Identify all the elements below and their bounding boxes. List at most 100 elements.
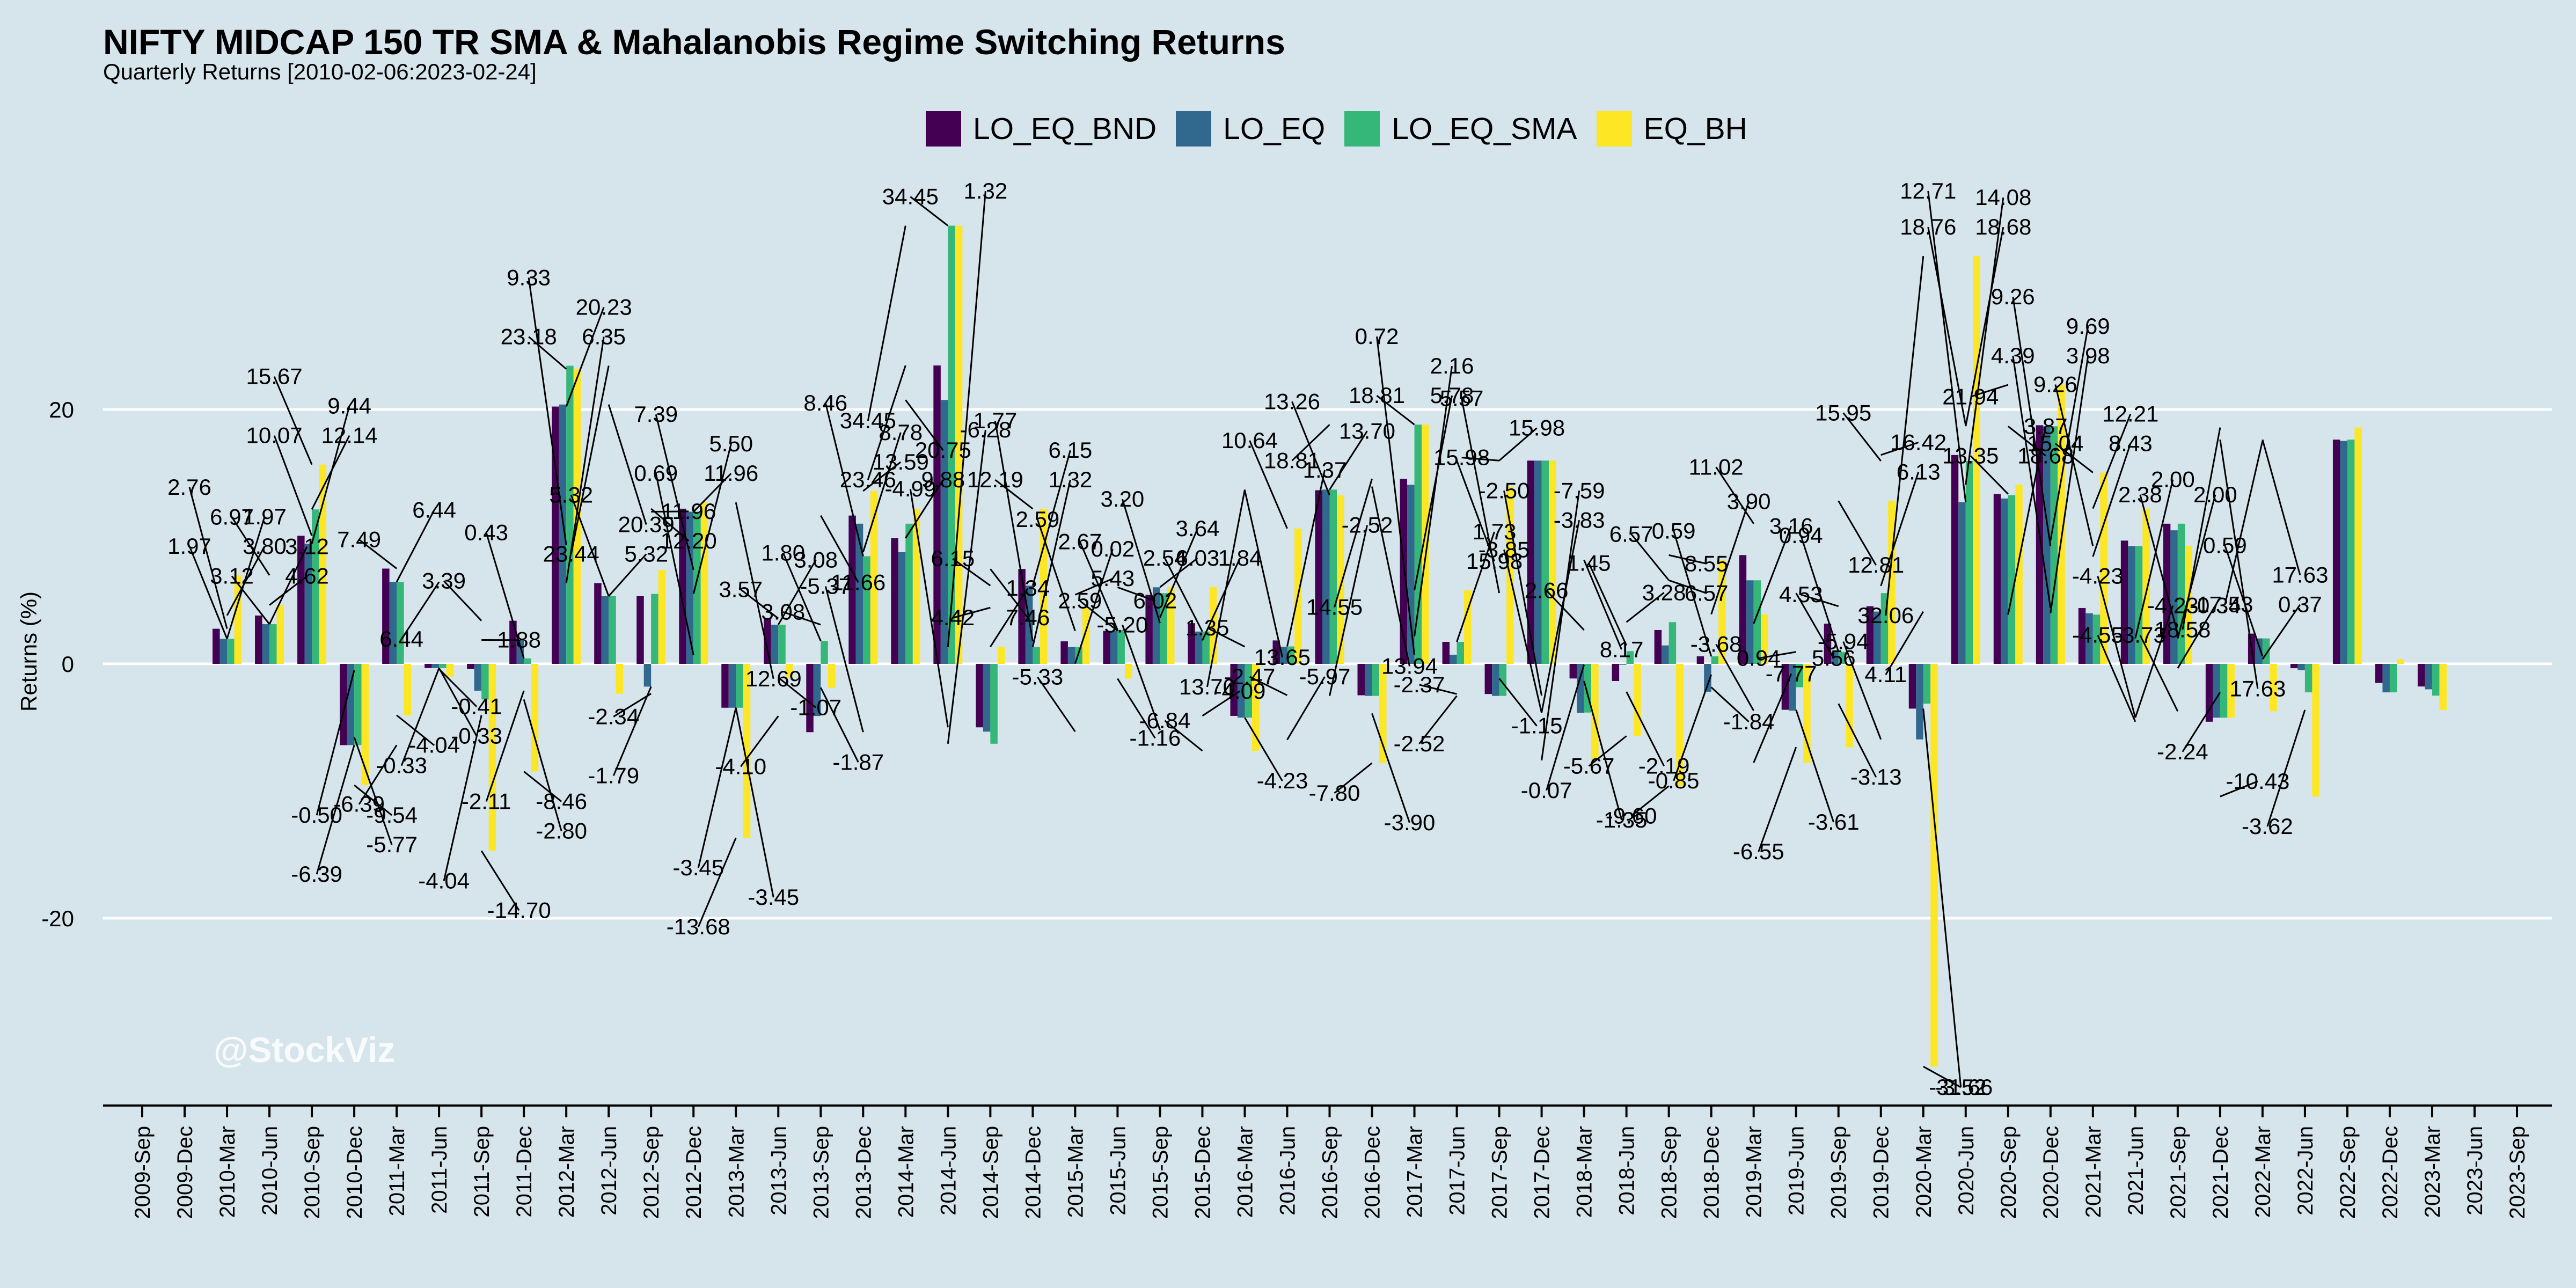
- x-tick-label: 2013-Dec: [852, 1126, 875, 1219]
- label-leader: [1121, 499, 1161, 624]
- bar: [771, 625, 779, 664]
- bar: [1831, 652, 1839, 664]
- bar: [1577, 664, 1584, 713]
- label-leader: [1414, 395, 1453, 591]
- label-leader: [485, 532, 525, 659]
- bar: [821, 641, 828, 664]
- bar: [1993, 494, 2001, 664]
- label-leader: [2007, 426, 2046, 457]
- bar: [269, 624, 277, 664]
- label-leader: [2050, 355, 2089, 613]
- label-leader: [777, 559, 817, 625]
- label-leader: [1758, 651, 1796, 660]
- bar: [474, 664, 482, 691]
- label-leader: [693, 473, 732, 513]
- label-leader: [1079, 600, 1118, 632]
- bar: [276, 605, 284, 664]
- label-leader: [1031, 450, 1071, 586]
- data-label: 13.70: [1179, 674, 1235, 699]
- data-label: 2.59: [1016, 507, 1060, 532]
- x-tick-label: 2022-Mar: [2251, 1126, 2275, 1218]
- label-leader: [1673, 530, 1713, 657]
- label-leader: [231, 575, 270, 625]
- label-leader: [1074, 577, 1113, 596]
- x-tick-label: 2021-Sep: [2167, 1126, 2190, 1219]
- label-leader: [651, 510, 689, 513]
- label-leader: [905, 479, 944, 539]
- x-tick-label: 2010-Jun: [258, 1126, 282, 1216]
- data-label: -2.52: [1342, 513, 1393, 538]
- bar: [1696, 656, 1704, 664]
- bar: [1379, 664, 1387, 763]
- label-leader: [1249, 440, 1288, 529]
- bar: [319, 464, 327, 664]
- label-leader: [523, 771, 562, 802]
- bar: [1761, 614, 1768, 664]
- data-label: -2.80: [536, 818, 587, 844]
- data-label: 1.34: [1006, 575, 1050, 601]
- data-label: -6.39: [291, 861, 342, 887]
- data-label: 15.04: [2027, 431, 2083, 456]
- label-leader: [952, 558, 991, 587]
- label-leader: [1630, 785, 1670, 817]
- label-leader: [2224, 441, 2264, 605]
- data-label: 3.16: [1769, 513, 1813, 538]
- label-leader: [1037, 676, 1076, 733]
- data-label: 5.57: [1440, 386, 1484, 411]
- data-label: 0.72: [1355, 324, 1399, 349]
- data-label: 2.00: [2151, 467, 2195, 492]
- data-label: 6.15: [931, 546, 975, 571]
- label-leader: [819, 515, 859, 583]
- label-leader: [1122, 624, 1161, 730]
- data-label: 17.53: [2197, 592, 2253, 617]
- label-leader: [1456, 460, 1495, 562]
- data-label: -5.37: [800, 573, 851, 598]
- data-label: 13.35: [1942, 443, 1999, 468]
- data-label: 3.57: [719, 576, 763, 602]
- legend-item-lo-eq: LO_EQ: [1176, 111, 1325, 147]
- data-label: 1.97: [167, 533, 211, 559]
- data-label: -5.77: [366, 832, 418, 857]
- x-tick-label: 2014-Dec: [1021, 1126, 1045, 1219]
- label-leader: [1461, 457, 1499, 462]
- label-leader: [824, 586, 864, 733]
- data-label: 3.12: [285, 534, 329, 559]
- data-label: 3.12: [210, 564, 254, 589]
- x-tick-label: 2011-Dec: [513, 1126, 536, 1217]
- label-leader: [2177, 494, 2216, 639]
- data-label: 8.43: [2109, 431, 2153, 456]
- label-leader: [1546, 664, 1585, 791]
- label-leader: [1885, 256, 1924, 616]
- bar: [1634, 664, 1641, 736]
- label-leader: [819, 687, 859, 763]
- bar: [1499, 664, 1507, 696]
- x-tick-label: 2023-Mar: [2421, 1126, 2445, 1218]
- bar: [467, 664, 474, 669]
- bar: [2078, 608, 2086, 664]
- data-label: 20.23: [576, 294, 632, 319]
- data-label: 2.76: [167, 474, 211, 500]
- x-tick-label: 2014-Jun: [936, 1126, 960, 1216]
- data-label: -4.04: [418, 868, 470, 893]
- data-label: -3.73: [2114, 623, 2166, 648]
- bar: [2375, 664, 2383, 683]
- label-leader: [1588, 562, 1627, 646]
- data-label: 9.33: [507, 265, 551, 290]
- x-tick-label: 2017-Sep: [1488, 1126, 1512, 1219]
- bar: [948, 225, 955, 664]
- bar: [2340, 441, 2347, 664]
- bar: [1569, 664, 1577, 679]
- x-tick-label: 2010-Sep: [301, 1126, 324, 1219]
- label-leader: [273, 376, 313, 465]
- data-label: -0.33: [376, 753, 427, 778]
- label-leader: [2266, 709, 2306, 827]
- data-label: 32.06: [1857, 603, 1914, 628]
- bar: [2382, 664, 2390, 693]
- bar: [1739, 555, 1747, 664]
- data-label: 18.76: [1900, 214, 1956, 239]
- bar: [2058, 385, 2065, 664]
- bar: [531, 664, 539, 772]
- bar: [2255, 638, 2263, 664]
- label-leader: [2097, 576, 2136, 718]
- label-leader: [358, 539, 398, 569]
